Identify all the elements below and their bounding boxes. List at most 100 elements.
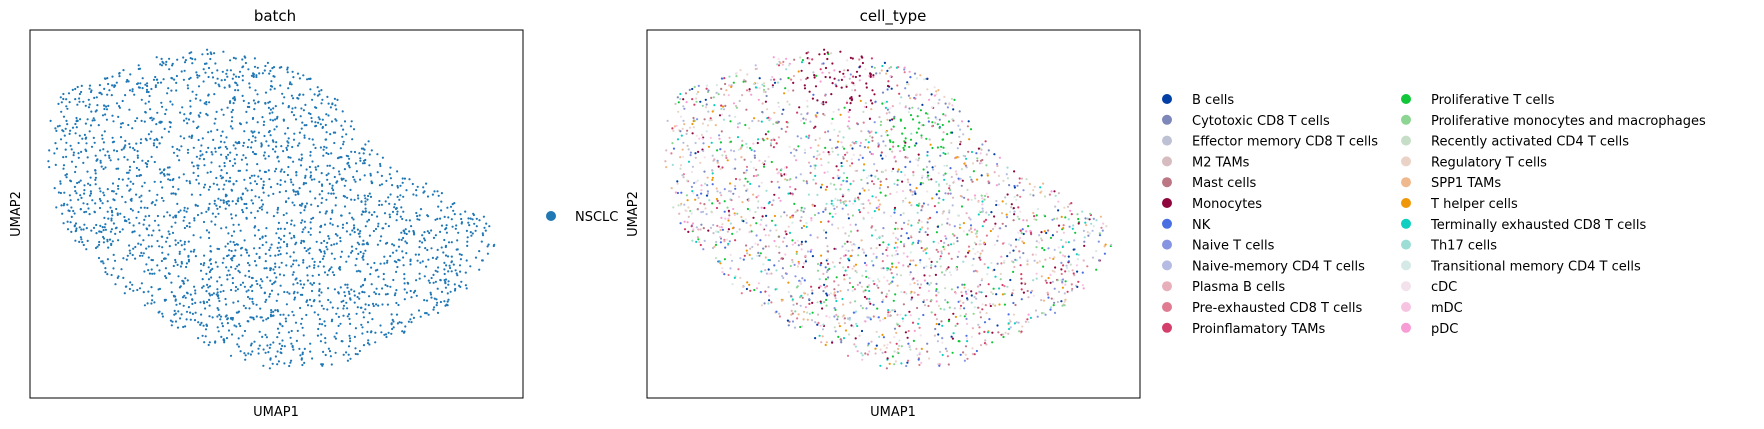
point-effector-memory-cd8-t-cells [681,174,684,177]
point-regulatory-t-cells [830,52,833,55]
point-t-helper-cells [748,283,751,286]
point-cytotoxic-cd8-t-cells [758,254,761,257]
point-nsclc [83,184,86,187]
point-nsclc [216,128,219,131]
point-monocytes [824,75,827,79]
point-nsclc [402,229,405,232]
point-proliferative-monocytes-and-macrophages [954,324,957,327]
point-th17-cells [893,182,896,185]
point-nsclc [228,159,232,163]
point-spp1-tams [670,187,673,190]
point-nsclc [353,198,356,201]
point-nsclc [440,209,443,212]
point-cytotoxic-cd8-t-cells [886,108,890,111]
point-nsclc [129,252,132,255]
point-nsclc [323,320,326,323]
point-pdc [824,286,827,289]
point-nsclc [335,332,338,335]
point-terminally-exhausted-cd8-t-cells [862,169,865,172]
point-cdc [864,68,867,71]
point-nsclc [305,202,308,205]
point-nsclc [222,113,225,116]
point-nsclc [163,257,166,260]
point-transitional-memory-cd4-t-cells [867,174,871,177]
point-cdc [894,253,897,256]
point-nk [672,147,676,150]
point-cdc [1038,241,1041,244]
point-m2-tams [686,144,689,147]
point-nsclc [230,333,234,336]
point-regulatory-t-cells [1012,289,1015,292]
point-th17-cells [891,309,894,312]
point-nsclc [417,309,421,312]
point-nsclc [306,299,309,302]
point-nsclc [436,311,440,314]
point-nsclc [449,266,452,270]
point-proinflamatory-tams [895,342,898,345]
point-nsclc [216,265,219,268]
point-transitional-memory-cd4-t-cells [1095,250,1098,253]
point-b-cells [800,240,804,243]
point-nsclc [329,217,332,220]
point-nsclc [363,174,366,177]
point-nsclc [278,273,282,276]
point-nsclc [338,156,341,159]
point-terminally-exhausted-cd8-t-cells [676,138,680,141]
point-nsclc [88,213,91,216]
point-mdc [758,159,761,162]
point-nsclc [180,262,183,265]
point-monocytes [718,114,722,117]
point-nsclc [277,227,280,230]
point-proliferative-t-cells [992,287,995,290]
point-nsclc [225,157,228,160]
point-monocytes [727,228,731,231]
point-plasma-b-cells [852,180,855,183]
point-nsclc [255,182,258,186]
point-naive-memory-cd4-t-cells [800,137,803,140]
point-nsclc [311,257,314,260]
point-nsclc [247,289,250,292]
point-nsclc [264,260,267,263]
point-nsclc [488,225,491,228]
point-nsclc [363,162,366,165]
point-nsclc [435,304,438,307]
point-proliferative-t-cells [746,180,749,183]
point-cytotoxic-cd8-t-cells [961,283,964,286]
point-nsclc [362,344,366,347]
point-nsclc [117,167,120,170]
point-regulatory-t-cells [858,334,861,337]
point-pre-exhausted-cd8-t-cells [866,353,870,356]
point-nsclc [128,244,131,247]
point-nsclc [318,318,321,321]
point-nsclc [322,148,325,151]
point-nsclc [191,302,194,305]
point-pre-exhausted-cd8-t-cells [808,134,811,137]
point-nsclc [210,276,213,279]
point-nsclc [64,148,67,151]
point-proliferative-t-cells [917,204,920,207]
point-nsclc [377,304,380,307]
point-cytotoxic-cd8-t-cells [762,247,765,250]
point-nsclc [321,126,324,129]
point-nsclc [396,195,399,198]
point-nsclc [309,221,312,224]
point-mast-cells [979,316,983,319]
point-nsclc [453,213,456,216]
point-nsclc [60,110,63,113]
point-nsclc [355,257,358,260]
point-nsclc [289,156,292,159]
point-nsclc [329,355,332,358]
point-nsclc [350,120,353,123]
point-effector-memory-cd8-t-cells [848,77,851,80]
point-proliferative-monocytes-and-macrophages [736,212,739,215]
point-nsclc [223,161,226,165]
point-transitional-memory-cd4-t-cells [1036,208,1040,211]
point-nsclc [143,206,146,209]
point-plasma-b-cells [776,180,779,183]
point-nsclc [121,99,124,103]
point-nsclc [66,228,70,231]
point-nsclc [167,253,170,256]
point-nsclc [347,255,350,258]
point-cytotoxic-cd8-t-cells [753,156,757,159]
point-nsclc [109,206,112,209]
